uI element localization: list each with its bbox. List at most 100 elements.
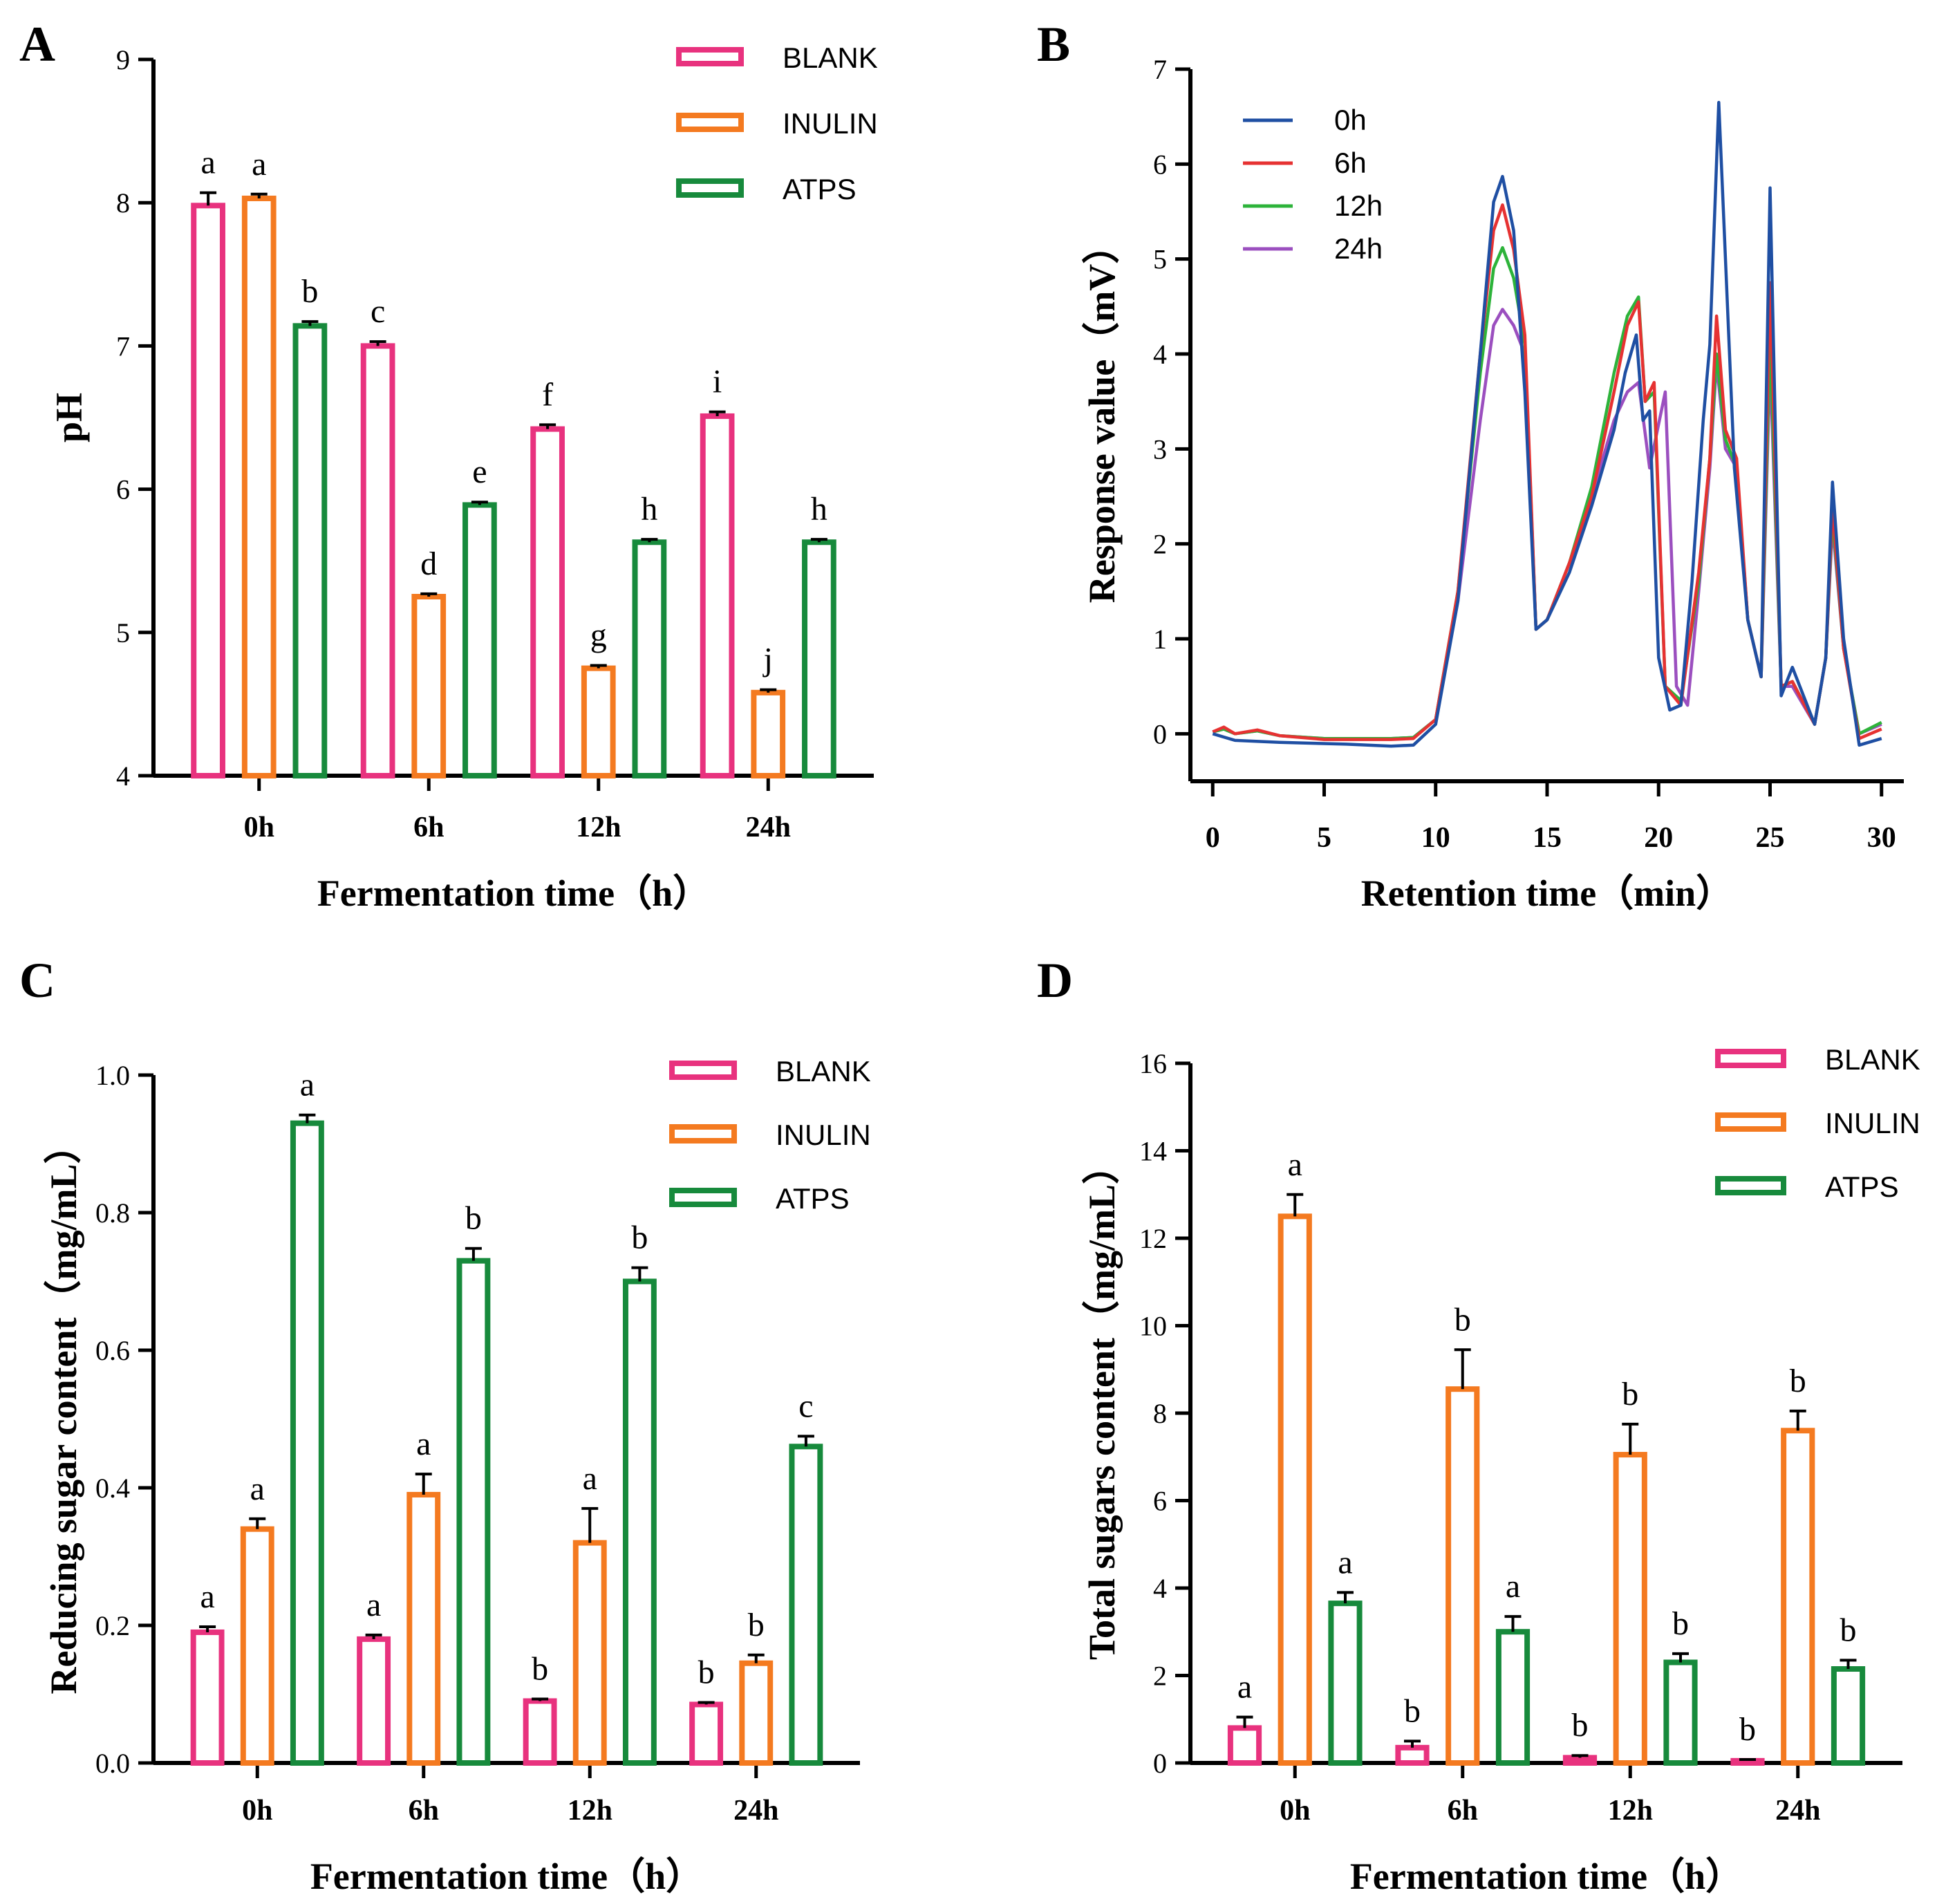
significance-letter: a	[1506, 1568, 1520, 1605]
significance-letter: a	[1237, 1669, 1252, 1706]
y-tick-label: 0.0	[95, 1748, 130, 1779]
panel-letter: D	[1037, 953, 1073, 1008]
x-category-label: 24h	[733, 1795, 778, 1827]
legend-label: 0h	[1334, 104, 1367, 136]
significance-letter: b	[532, 1650, 548, 1687]
legend-swatch	[669, 1188, 737, 1207]
bar	[1227, 1725, 1262, 1766]
x-tick-label: 25	[1756, 822, 1785, 854]
significance-letter: c	[371, 293, 385, 330]
y-tick-label: 10	[1139, 1311, 1167, 1342]
x-category-label: 6h	[1448, 1795, 1478, 1827]
x-tick-label: 30	[1867, 822, 1896, 854]
legend-label: ATPS	[783, 173, 857, 205]
legend-swatch	[669, 1061, 737, 1080]
significance-letter: c	[798, 1388, 813, 1424]
bar	[360, 343, 395, 778]
legend-swatch	[1715, 1176, 1786, 1195]
y-tick-label: 6	[1153, 149, 1167, 180]
y-tick-label: 4	[116, 760, 130, 792]
bar	[292, 323, 328, 778]
x-category-label: 12h	[568, 1795, 612, 1827]
significance-letter: i	[713, 364, 722, 400]
y-tick-label: 4	[1153, 1573, 1167, 1604]
significance-letter: a	[200, 1578, 214, 1615]
bar	[751, 689, 786, 778]
legend-label: INULIN	[776, 1119, 871, 1151]
significance-letter: j	[762, 642, 773, 678]
legend-label: BLANK	[776, 1055, 871, 1088]
x-category-label: 24h	[746, 812, 791, 843]
bar	[191, 203, 225, 778]
y-tick-label: 6	[116, 474, 130, 505]
y-tick-label: 8	[1153, 1398, 1167, 1429]
chart-panel-c: C 0.0 0.2 0.4 0.6 0.8 1.0 Reducing sugar conten…	[19, 953, 871, 1897]
bar	[1278, 1213, 1312, 1766]
bar	[523, 1698, 557, 1766]
x-category-label: 24h	[1775, 1795, 1820, 1827]
significance-letter: a	[252, 146, 266, 183]
bar	[406, 1491, 441, 1766]
significance-letter: b	[748, 1607, 765, 1643]
legend-swatch	[676, 178, 744, 198]
significance-letter: h	[811, 491, 827, 528]
legend-swatch	[676, 47, 744, 66]
panel-letter: B	[1037, 17, 1070, 72]
legend-label: BLANK	[783, 41, 878, 74]
significance-letter: b	[301, 273, 318, 310]
significance-letter: a	[300, 1067, 315, 1103]
x-category-label: 0h	[1280, 1795, 1310, 1827]
x-category-label: 0h	[242, 1795, 272, 1827]
significance-letter: b	[1840, 1612, 1857, 1648]
bar	[802, 539, 836, 778]
y-tick-label: 7	[1153, 54, 1167, 85]
bar	[530, 426, 565, 778]
y-tick-label: 6	[1153, 1486, 1167, 1517]
x-tick-label: 15	[1533, 822, 1562, 854]
y-tick-label: 5	[1153, 244, 1167, 275]
bar	[1328, 1600, 1363, 1766]
bar	[411, 594, 447, 778]
x-tick-label: 20	[1644, 822, 1673, 854]
significance-letter: b	[1672, 1605, 1689, 1642]
bar	[241, 195, 277, 778]
significance-letter: a	[1338, 1544, 1352, 1580]
significance-letter: b	[1790, 1363, 1806, 1399]
significance-letter: b	[1572, 1707, 1589, 1744]
y-tick-label: 1.0	[95, 1060, 130, 1091]
bar	[190, 1629, 225, 1766]
bar	[462, 502, 497, 779]
y-axis-title: pH	[48, 393, 90, 442]
y-tick-label: 5	[116, 617, 130, 648]
x-tick-label: 0	[1206, 822, 1220, 854]
bar	[689, 1701, 724, 1766]
bar	[1445, 1386, 1480, 1766]
significance-letter: b	[1622, 1376, 1638, 1412]
bar	[581, 665, 616, 778]
significance-letter: b	[465, 1200, 482, 1237]
bar	[622, 1278, 657, 1766]
series-line	[1212, 100, 1882, 748]
significance-letter: b	[1739, 1711, 1756, 1748]
y-tick-label: 0.6	[95, 1335, 130, 1366]
y-tick-label: 2	[1153, 1661, 1167, 1692]
y-tick-label: 0.4	[95, 1473, 130, 1504]
bar	[572, 1540, 607, 1766]
legend-label: BLANK	[1825, 1043, 1920, 1076]
bar	[1831, 1666, 1866, 1766]
y-axis-title: Response value（mV）	[1081, 227, 1123, 604]
significance-letter: a	[250, 1471, 265, 1507]
bar	[240, 1526, 274, 1766]
bar	[357, 1636, 391, 1766]
y-tick-label: 9	[116, 44, 130, 75]
significance-letter: b	[631, 1220, 648, 1256]
y-tick-label: 0	[1153, 718, 1167, 749]
significance-letter: d	[420, 545, 437, 582]
legend-swatch	[1715, 1112, 1786, 1132]
bar	[1495, 1629, 1531, 1766]
x-category-label: 0h	[244, 812, 274, 843]
significance-letter: a	[583, 1460, 597, 1497]
legend-label: INULIN	[783, 107, 878, 140]
legend-label: ATPS	[1825, 1170, 1899, 1203]
significance-letter: a	[416, 1426, 431, 1462]
